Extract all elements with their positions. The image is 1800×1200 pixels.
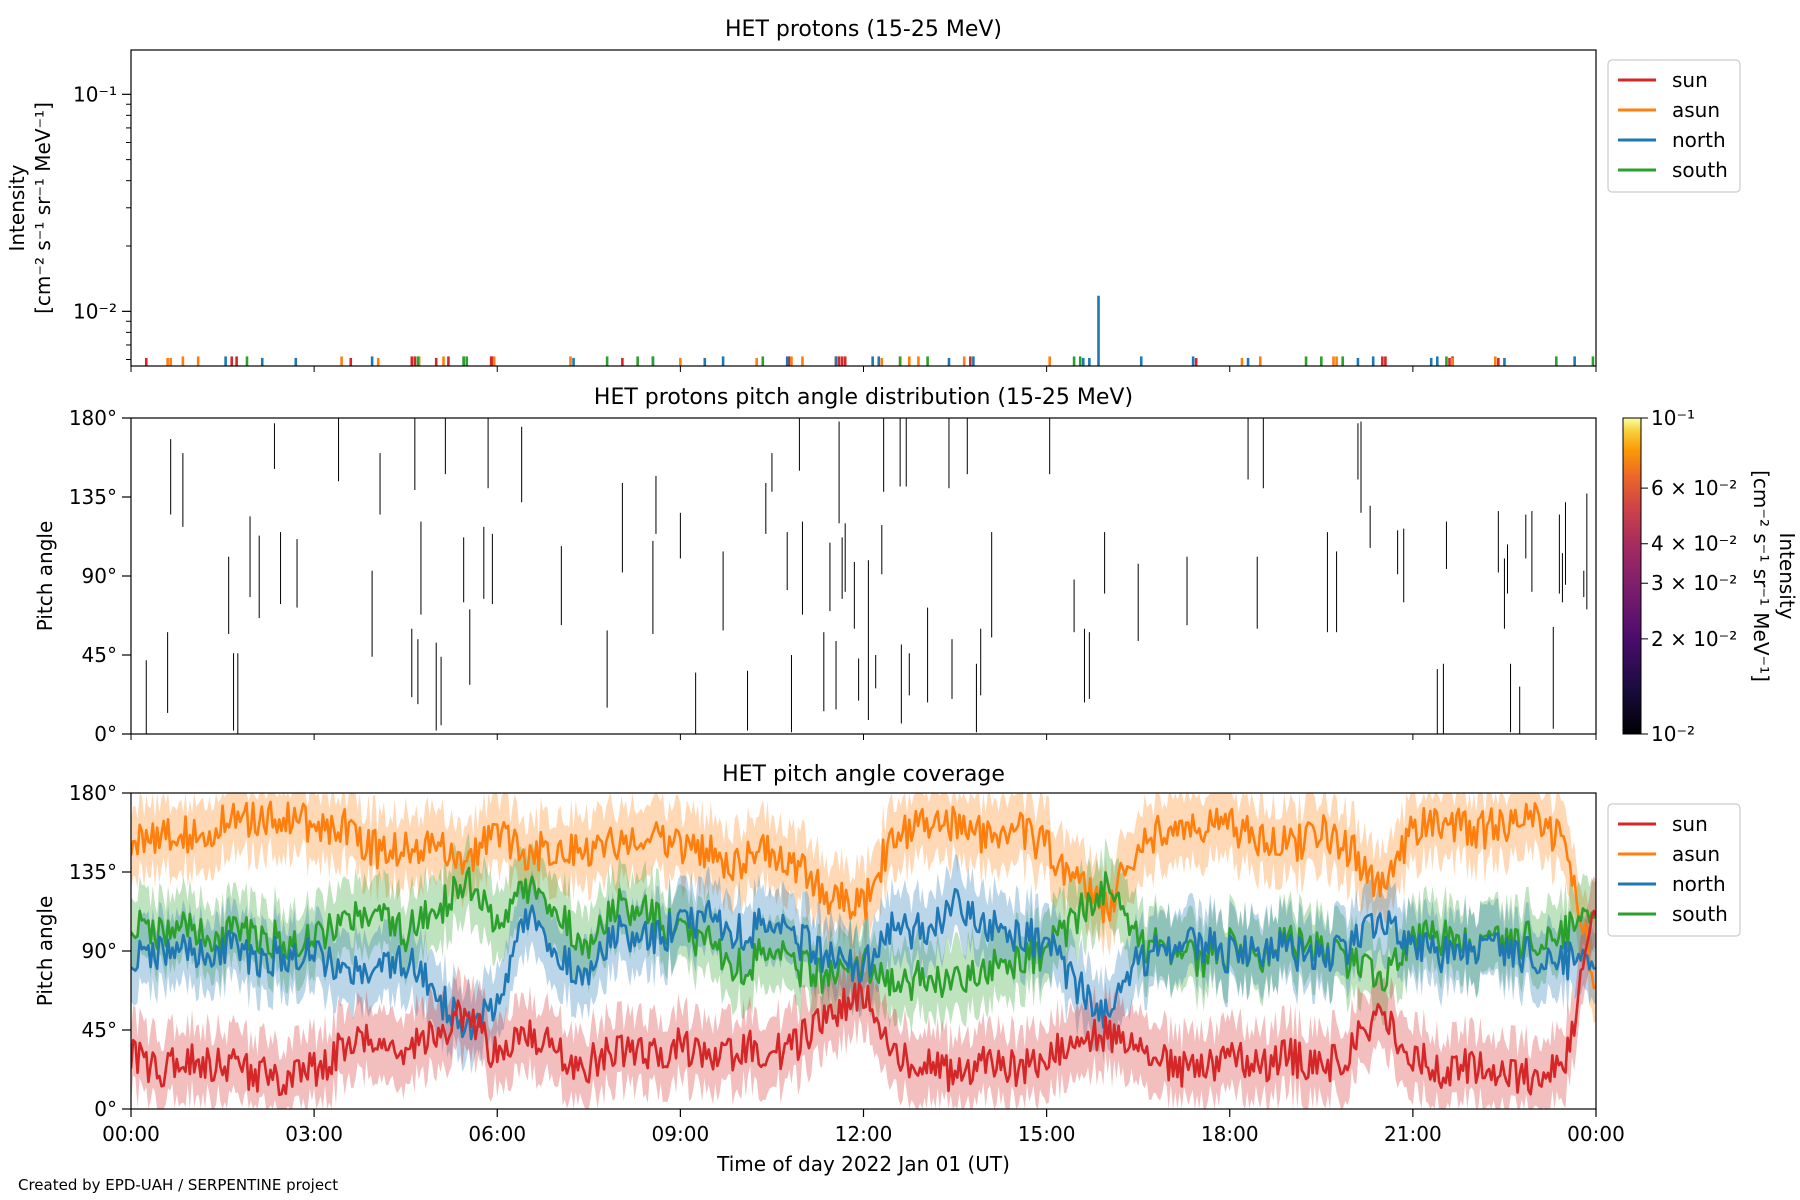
panel2-frame	[130, 417, 1597, 735]
panel1-ytick-label: 10⁻²	[73, 299, 117, 323]
panel3-line-south	[131, 866, 1596, 1002]
colorbar-units: [cm⁻² s⁻¹ sr⁻¹ MeV⁻¹]	[1749, 470, 1773, 682]
panel2-ytick-label: 135°	[69, 485, 117, 509]
panel3-legend-label-north: north	[1672, 872, 1726, 896]
colorbar-tick-label: 2 × 10⁻²	[1651, 627, 1737, 651]
panel3-line-asun	[131, 800, 1596, 990]
panel3-plot-area	[131, 793, 1596, 1109]
colorbar	[1622, 417, 1642, 735]
panel1-ylabel: Intensity	[5, 164, 29, 251]
panel3-xtick-label: 03:00	[285, 1122, 343, 1146]
panel3-legend-label-south: south	[1672, 902, 1728, 926]
panel3-xtick-label: 06:00	[468, 1122, 526, 1146]
panel1-legend	[1607, 59, 1741, 193]
panel3-xtick-label: 21:00	[1384, 1122, 1442, 1146]
panel3-line-sun	[131, 909, 1596, 1097]
colorbar-tick-label: 10⁻¹	[1651, 406, 1695, 430]
panel3-xtick-label: 12:00	[835, 1122, 893, 1146]
panel3-frame	[130, 792, 1597, 1110]
panel3-legend-label-asun: asun	[1672, 842, 1720, 866]
credit-text: Created by EPD-UAH / SERPENTINE project	[18, 1176, 339, 1194]
panel3-legend-label-sun: sun	[1672, 812, 1708, 836]
panel3-xtick-label: 18:00	[1201, 1122, 1259, 1146]
panel1-legend-label-north: north	[1672, 128, 1726, 152]
panel2-title: HET protons pitch angle distribution (15…	[594, 385, 1133, 410]
panel3-ytick-label: 135°	[69, 860, 117, 884]
panel1-ylabel-units: [cm⁻² s⁻¹ sr⁻¹ MeV⁻¹]	[31, 102, 55, 314]
colorbar-tick-label: 6 × 10⁻²	[1651, 476, 1737, 500]
panel1-legend-label-asun: asun	[1672, 98, 1720, 122]
panel3-xtick-label: 00:00	[1567, 1122, 1625, 1146]
panel1-ytick-label: 10⁻¹	[73, 82, 117, 106]
panel3-xtick-label: 09:00	[652, 1122, 710, 1146]
panel1-title: HET protons (15-25 MeV)	[725, 17, 1002, 42]
panel3-xtick-label: 15:00	[1018, 1122, 1076, 1146]
panel3-ytick-label: 90°	[82, 939, 117, 963]
panel3-ytick-label: 45°	[82, 1018, 117, 1042]
panel2-ylabel: Pitch angle	[33, 521, 57, 632]
panel3-band-south	[131, 832, 1596, 1035]
colorbar-label: Intensity	[1775, 532, 1799, 619]
panel2-ytick-label: 180°	[69, 406, 117, 430]
panel3-legend	[1607, 803, 1741, 937]
panel3-band-asun	[131, 793, 1596, 1024]
colorbar-tick-label: 10⁻²	[1651, 722, 1695, 746]
panel1-frame	[130, 49, 1597, 367]
colorbar-tick-label: 3 × 10⁻²	[1651, 571, 1737, 595]
panel3-title: HET pitch angle coverage	[722, 762, 1005, 787]
panel2-ytick-label: 90°	[82, 564, 117, 588]
panel3-xtick-label: 00:00	[102, 1122, 160, 1146]
panel3-line-north	[131, 887, 1596, 1041]
panel3-ytick-label: 180°	[69, 781, 117, 805]
colorbar-tick-label: 4 × 10⁻²	[1651, 532, 1737, 556]
panel1-legend-label-sun: sun	[1672, 68, 1708, 92]
panel3-ytick-label: 0°	[94, 1097, 117, 1121]
panel1-legend-label-south: south	[1672, 158, 1728, 182]
panel3-xlabel: Time of day 2022 Jan 01 (UT)	[716, 1152, 1010, 1176]
panel3-ylabel: Pitch angle	[33, 896, 57, 1007]
panel2-ytick-label: 0°	[94, 722, 117, 746]
panel2-ytick-label: 45°	[82, 643, 117, 667]
